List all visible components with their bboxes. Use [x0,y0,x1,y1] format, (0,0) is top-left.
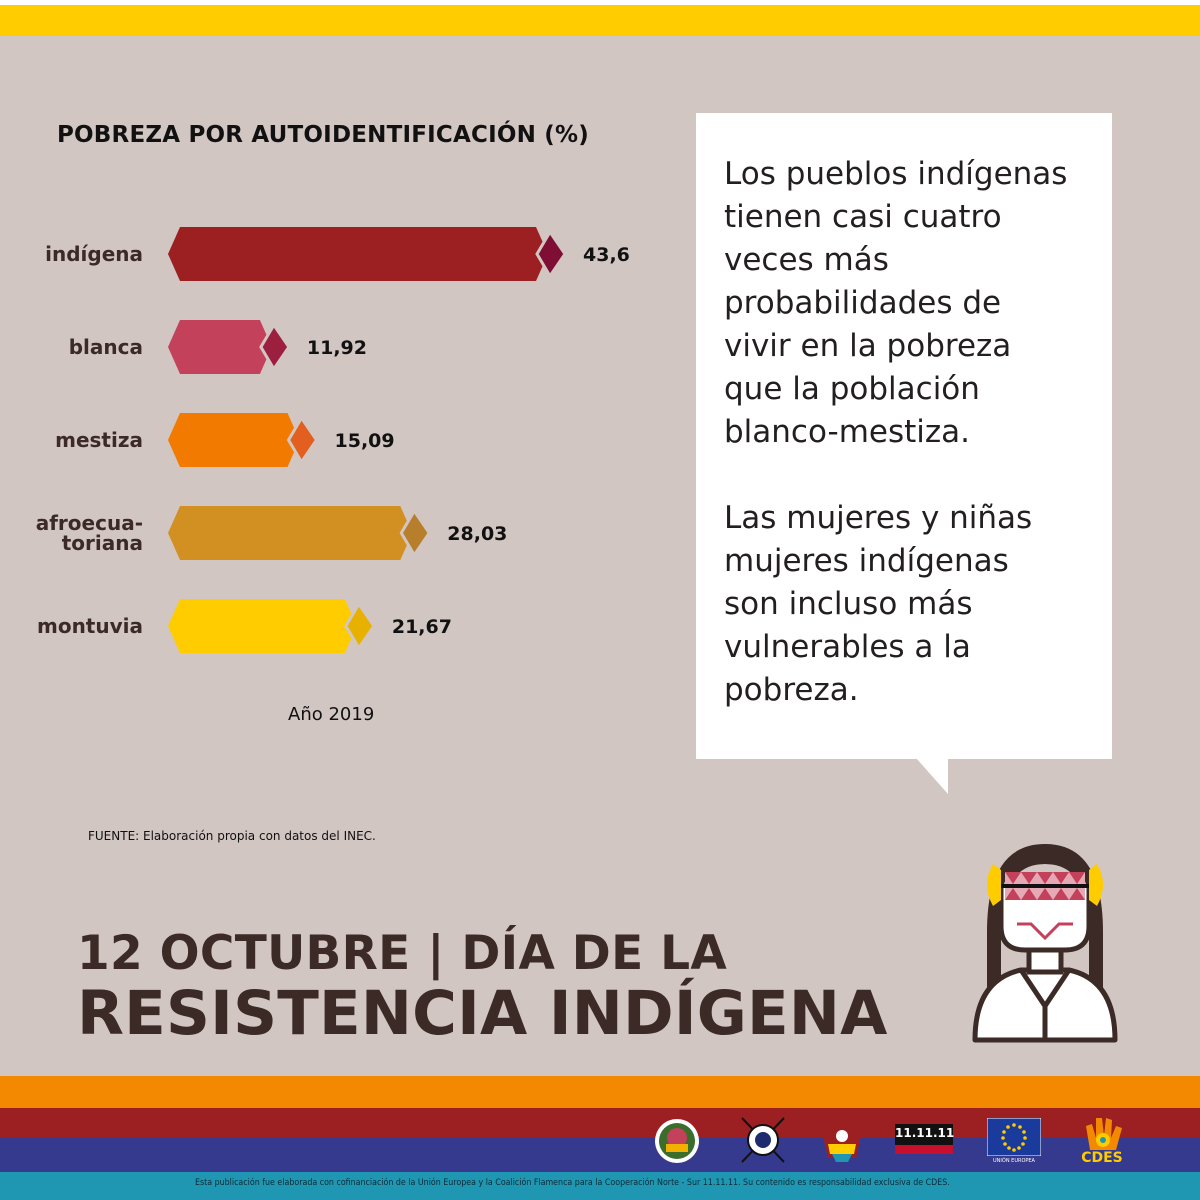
category-label: blanca [69,335,143,359]
bubble-line: veces más [724,242,889,278]
bar [168,227,548,281]
indigenous-woman-illustration [972,844,1118,1043]
bubble-line: vivir en la pobreza [724,328,1012,364]
logo-111111-text: 11.11.11 [895,1126,955,1140]
chart-title: POBREZA POR AUTOIDENTIFICACIÓN (%) [57,122,589,148]
stripe-orange [0,1076,1200,1108]
bar-end-diamond [259,322,291,372]
bar [168,413,300,467]
partner-logo-ecuarunari [822,1118,862,1162]
logo-cdes-text: CDES [1081,1150,1123,1166]
value-label: 11,92 [307,337,367,359]
category-label: montuvia [37,614,143,638]
bar-end-diamond [535,229,567,279]
partner-logo-eu [987,1118,1041,1156]
bubble-line: son incluso más [724,586,973,622]
value-label: 15,09 [335,430,395,452]
heading-line-2: RESISTENCIA INDÍGENA [77,978,888,1049]
bar [168,320,272,374]
bar-end-diamond [399,508,432,558]
poverty-bar-chart: 43,6 indígena 11,92 blanca 15,09 mestiza 28,03… [36,227,630,653]
bubble-line: Los pueblos indígenas [724,156,1068,192]
value-label: 28,03 [447,523,507,545]
bubble-line: blanco-mestiza. [724,414,971,450]
category-label: afroecua-toriana [36,511,143,555]
partner-logo-fenocin [741,1117,785,1163]
bar-end-diamond [286,415,319,465]
bubble-line: Las mujeres y niñas [724,500,1033,536]
source-note: FUENTE: Elaboración propia con datos del… [88,829,376,843]
bubble-line: que la población [724,371,980,407]
chart-year-note: Año 2019 [288,704,375,725]
speech-bubble-tail [916,758,948,794]
bubble-line: tienen casi cuatro [724,199,1002,235]
category-label: mestiza [55,428,143,452]
bubble-paragraph-1: Los pueblos indígenas tienen casi cuatro… [724,153,1092,454]
category-label: indígena [45,242,143,266]
bar [168,506,413,560]
top-yellow-stripe [0,0,1200,36]
stripe-teal [0,1172,1200,1200]
value-label: 43,6 [583,244,630,266]
partner-logo-conaie [655,1119,699,1163]
heading-line-1: 12 OCTUBRE | DÍA DE LA [77,926,728,981]
bubble-line: pobreza. [724,672,859,708]
bubble-paragraph-2: Las mujeres y niñas mujeres indígenas so… [724,497,1092,712]
speech-bubble: Los pueblos indígenas tienen casi cuatro… [696,113,1112,759]
bubble-line: probabilidades de [724,285,1002,321]
footer-disclaimer: Esta publicación fue elaborada con cofin… [195,1178,950,1188]
bubble-line: mujeres indígenas [724,543,1009,579]
partner-logo-cdes [1086,1118,1122,1150]
bar-end-diamond [344,601,376,651]
partner-logo-111111 [895,1124,953,1154]
bar [168,599,357,653]
value-label: 21,67 [392,616,452,638]
logo-eu-text: UNIÓN EUROPEA [993,1158,1035,1164]
bubble-line: vulnerables a la [724,629,971,665]
